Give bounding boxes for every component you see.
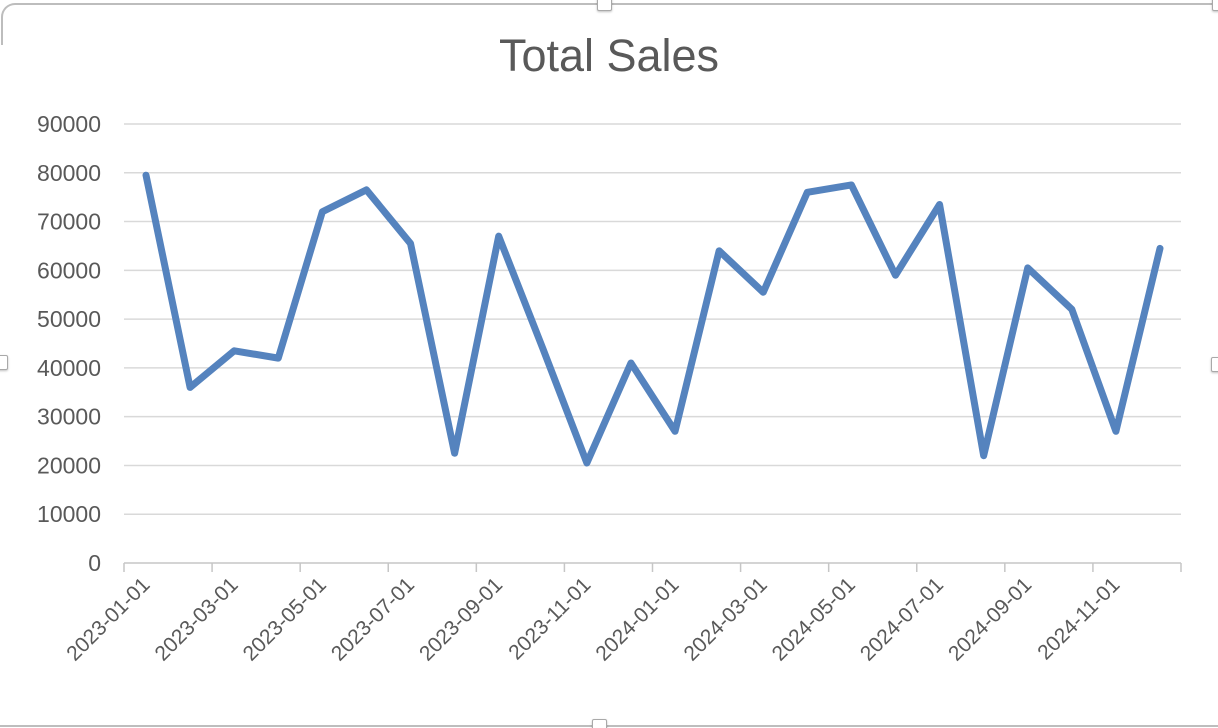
y-axis-tick-label: 0 xyxy=(88,550,101,576)
x-axis-tick-label: 2023-11-01 xyxy=(504,573,595,664)
y-axis-tick-label: 90000 xyxy=(37,111,101,137)
y-axis-tick-label: 30000 xyxy=(37,404,101,430)
y-axis-tick-label: 60000 xyxy=(37,257,101,283)
selection-handle-right[interactable] xyxy=(1211,357,1218,372)
x-axis-tick-label: 2023-07-01 xyxy=(327,573,419,665)
selection-handle-bottom[interactable] xyxy=(592,719,607,728)
y-axis-tick-label: 10000 xyxy=(37,501,101,527)
y-axis-tick-label: 40000 xyxy=(37,355,101,381)
selection-handle-left[interactable] xyxy=(0,355,8,370)
x-axis-tick-label: 2023-05-01 xyxy=(239,573,331,665)
x-axis-tick-label: 2023-09-01 xyxy=(415,573,507,665)
x-axis-tick-label: 2024-09-01 xyxy=(944,573,1036,665)
x-axis-tick-label: 2024-07-01 xyxy=(856,573,948,665)
x-axis-tick-label: 2024-05-01 xyxy=(768,573,860,665)
x-axis-tick-label: 2024-01-01 xyxy=(591,573,683,665)
selection-handle-top-right[interactable] xyxy=(1212,0,1218,11)
x-axis-tick-label: 2023-01-01 xyxy=(62,573,154,665)
y-axis-tick-label: 70000 xyxy=(37,209,101,235)
x-axis-tick-label: 2023-03-01 xyxy=(150,573,242,665)
x-axis-tick-label: 2024-11-01 xyxy=(1033,573,1124,664)
y-axis-tick-label: 80000 xyxy=(37,160,101,186)
chart-title: Total Sales xyxy=(498,30,720,81)
selection-handle-top[interactable] xyxy=(597,0,612,11)
total-sales-series-line[interactable] xyxy=(142,171,1164,467)
y-axis-tick-label: 50000 xyxy=(37,306,101,332)
y-axis-tick-label: 20000 xyxy=(37,452,101,478)
x-axis-tick-label: 2024-03-01 xyxy=(680,573,772,665)
